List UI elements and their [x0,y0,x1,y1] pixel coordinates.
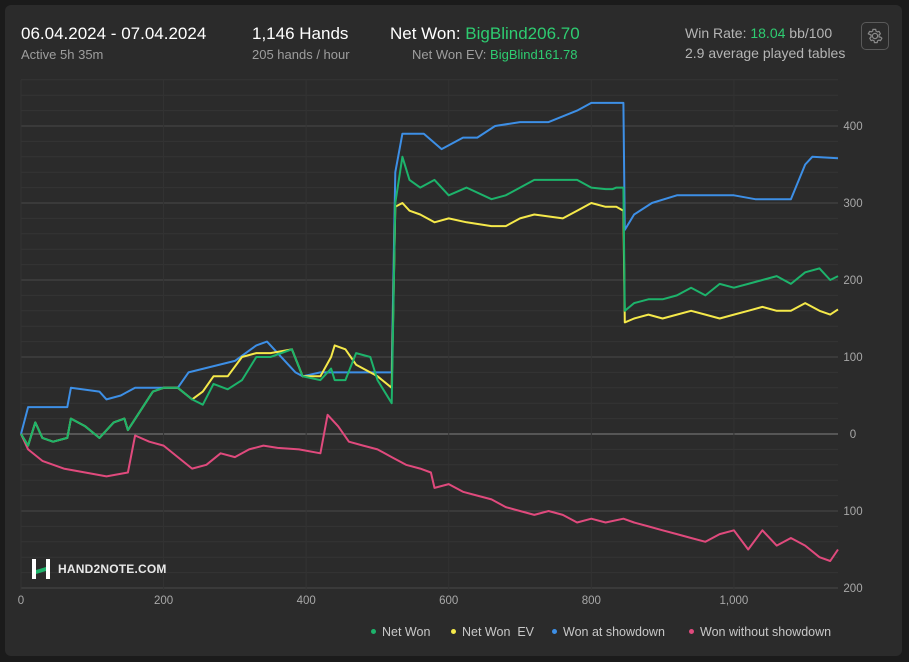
date-range: 06.04.2024 - 07.04.2024 [21,24,207,43]
y-tick-label: 400 [843,121,862,133]
legend-net-won-ev-dot [451,629,456,635]
chart-grid [20,79,838,590]
legend-net-won-dot [371,629,376,635]
y-tick-label: 300 [843,198,862,210]
chart-panel [5,5,902,656]
win-rate-unit: bb/100 [785,25,833,41]
x-axis: 0 200 400 600 800 1,000 [18,595,749,607]
x-tick-label: 1,000 [720,595,749,607]
series-line-non-showdown [20,413,839,562]
x-tick-label: 0 [18,595,24,607]
y-tick-label: 200 [843,275,862,287]
series-line-showdown [20,101,839,435]
settings-button[interactable] [861,22,889,50]
win-rate: Win Rate: 18.04 bb/100 [685,25,832,41]
gear-icon [867,28,883,44]
y-tick-label: 0 [850,429,856,441]
win-rate-value: 18.04 [750,25,786,41]
y-axis: 400 300 200 100 0 100 200 [843,121,862,595]
legend-showdown-dot [552,629,557,635]
logo-text: HAND2NOTE.COM [58,562,167,576]
series-line-net-won-ev [20,202,839,447]
hands-per-hour: 205 hands / hour [252,47,350,62]
legend-won-without-showdown[interactable]: Won without showdown [689,625,831,639]
active-duration: Active 5h 35m [21,47,104,62]
net-won-ev-label: Net Won EV: [412,47,491,62]
legend-net-won-label: Net Won [382,625,431,639]
chart-series [20,101,839,562]
hand2note-logo: HAND2NOTE.COM [30,558,167,580]
y-tick-label: 100 [843,352,862,364]
legend-showdown-label: Won at showdown [563,625,665,639]
x-tick-label: 200 [154,595,173,607]
net-won-ev-value: BigBlind161.78 [490,47,578,62]
y-tick-label: 200 [843,583,862,595]
x-tick-label: 400 [297,595,316,607]
net-won-summary: Net Won: BigBlind206.70 [390,24,580,44]
legend-net-won-ev-label: Net Won EV [462,625,535,639]
legend-net-won-ev[interactable]: Net Won EV [451,625,534,639]
y-tick-label: 100 [843,506,862,518]
net-won-label: Net Won: [390,24,466,43]
legend-net-won[interactable]: Net Won [371,625,430,639]
net-won-ev-summary: Net Won EV: BigBlind161.78 [412,47,578,62]
hand2note-logo-icon [32,559,50,579]
win-rate-label: Win Rate: [685,25,751,41]
hands-count: 1,146 Hands [252,24,349,43]
legend-won-at-showdown[interactable]: Won at showdown [552,625,665,639]
x-tick-label: 800 [582,595,601,607]
x-tick-label: 600 [439,595,458,607]
series-line-net-won [20,155,839,447]
legend-non-showdown-dot [689,629,694,635]
net-won-value: BigBlind206.70 [465,24,580,43]
average-tables: 2.9 average played tables [685,45,846,61]
legend-non-showdown-label: Won without showdown [700,625,832,639]
